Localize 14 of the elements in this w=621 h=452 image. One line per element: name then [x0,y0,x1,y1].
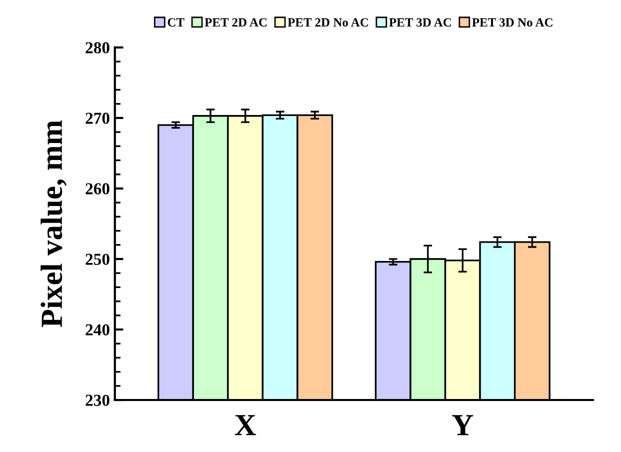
legend-label: PET 2D AC [204,18,267,27]
y-tick-label: 230 [86,394,110,406]
legend-label: PET 2D No AC [288,18,368,27]
x-tick-label: X [234,415,256,436]
y-tick-label: 260 [86,183,110,194]
y-tick-label: 250 [86,254,110,265]
legend-label: PET 3D AC [389,18,451,27]
legend-label: PET 3D No AC [472,18,552,27]
y-axis-title: Pixel value, mm [40,120,67,328]
y-tick-label: 280 [86,42,110,54]
y-tick-label: 240 [86,324,110,336]
legend-label: CT [168,18,184,27]
x-tick-label: Y [452,415,474,436]
y-tick-label: 270 [86,112,110,124]
